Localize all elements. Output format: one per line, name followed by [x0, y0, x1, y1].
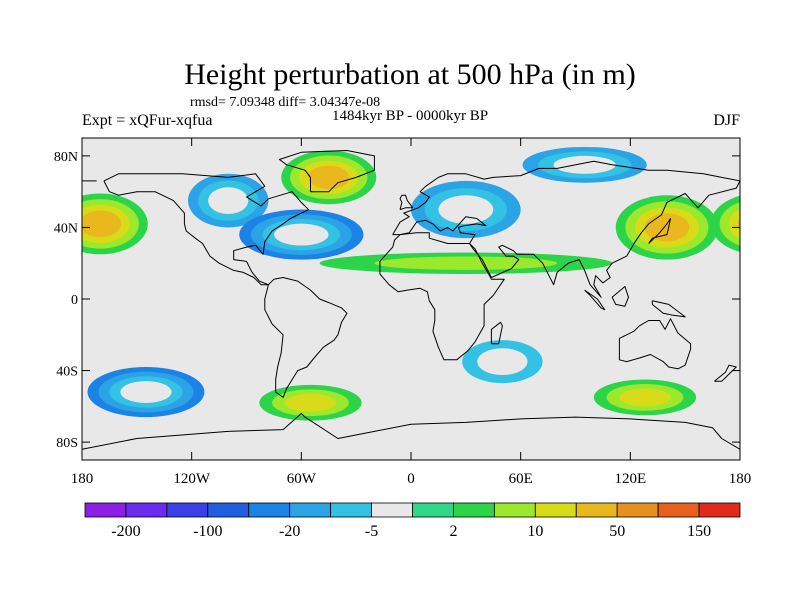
y-tick-label: 0 — [71, 293, 78, 308]
colorbar-label: -100 — [193, 523, 222, 540]
x-tick-label: 180 — [71, 471, 94, 487]
colorbar-swatch — [248, 502, 291, 518]
colorbar-label: 150 — [687, 523, 711, 540]
contour-band — [284, 393, 337, 412]
period-label: 1484kyr BP - 0000kyr BP — [332, 108, 488, 124]
colorbar-label: 2 — [449, 523, 457, 540]
contour-band — [737, 217, 740, 231]
colorbar-label: -200 — [111, 523, 140, 540]
anomaly-feature — [281, 150, 377, 205]
coastline-path — [392, 180, 740, 298]
latitude-axis: 80N 40N 0 40S 80S — [54, 150, 740, 451]
colorbar-swatch — [616, 502, 659, 518]
colorbar-swatch — [371, 502, 413, 518]
y-tick-label: 80S — [56, 436, 78, 451]
coastline-path — [103, 173, 310, 286]
colorbar: -200 -100 -20 -5 2 10 50 150 — [84, 502, 741, 540]
anomaly-feature — [593, 379, 697, 416]
coastline-path — [651, 300, 686, 318]
contour-band — [82, 210, 122, 238]
contour-band — [553, 155, 616, 174]
contour-band — [438, 195, 494, 224]
coastline-path — [611, 286, 629, 307]
y-tick-label: 40N — [54, 221, 78, 236]
anomaly-feature — [82, 193, 740, 255]
coastline-path — [648, 218, 671, 244]
colorbar-swatch — [330, 502, 372, 518]
anomaly-feature — [462, 340, 543, 384]
anomaly-feature — [87, 366, 205, 418]
contour-band — [274, 223, 329, 246]
colorbar-swatch — [534, 502, 577, 518]
figure-title: Height perturbation at 500 hPa (in m) — [184, 58, 636, 91]
coastline-path — [584, 289, 606, 311]
anomaly-field — [82, 146, 740, 421]
experiment-label: Expt = xQFur-xqfua — [82, 112, 212, 129]
x-tick-label: 180 — [729, 471, 752, 487]
colorbar-swatch — [125, 502, 168, 518]
colorbar-swatch — [493, 502, 536, 518]
contour-band — [307, 165, 350, 190]
anomaly-feature — [411, 180, 521, 239]
colorbar-swatch — [207, 502, 250, 518]
coastline-path — [618, 318, 692, 370]
season-label: DJF — [713, 112, 740, 129]
contour-band — [644, 213, 690, 242]
colorbar-swatch — [84, 502, 127, 518]
colorbar-swatch — [412, 502, 454, 518]
colorbar-swatch — [657, 502, 700, 518]
coastline-path — [278, 150, 375, 193]
contour-band — [619, 388, 671, 407]
x-tick-label: 0 — [407, 471, 415, 487]
colorbar-swatch — [453, 502, 495, 518]
anomaly-feature — [259, 384, 362, 421]
anomaly-feature — [522, 146, 647, 183]
x-tick-label: 60W — [287, 471, 317, 487]
y-tick-label: 80N — [54, 150, 78, 165]
contour-band — [208, 187, 249, 215]
x-tick-label: 120E — [614, 471, 646, 487]
coastline-path — [264, 277, 348, 398]
colorbar-label: -5 — [365, 523, 378, 540]
x-tick-label: 120W — [173, 471, 211, 487]
coastline-path — [82, 413, 740, 450]
contour-band — [374, 256, 558, 270]
anomaly-feature — [239, 209, 364, 260]
anomaly-feature — [615, 195, 719, 260]
coastline-path — [714, 364, 737, 382]
colorbar-label: -20 — [279, 523, 300, 540]
coastline-path — [392, 160, 740, 235]
colorbar-swatch — [698, 502, 741, 518]
colorbar-label: 50 — [609, 523, 625, 540]
y-tick-label: 40S — [56, 365, 78, 380]
coastline-path — [490, 321, 503, 345]
longitude-axis: 180 120W 60W 0 60E 120E 180 — [71, 138, 752, 487]
contour-band — [728, 208, 740, 239]
anomaly-feature — [188, 173, 269, 228]
coastline-path — [379, 232, 505, 361]
contour-band — [477, 348, 528, 376]
colorbar-swatch — [575, 502, 618, 518]
colorbar-swatch — [289, 502, 332, 518]
coastlines — [82, 150, 740, 450]
contour-band — [120, 381, 172, 403]
x-tick-label: 60E — [509, 471, 533, 487]
colorbar-label: 10 — [527, 523, 543, 540]
coastline-path — [399, 194, 414, 211]
map-panel: 180 120W 60W 0 60E 120E 180 80N 40N 0 40S 80S — [54, 137, 752, 487]
colorbar-swatch — [166, 502, 209, 518]
stats-label: rmsd= 7.09348 diff= 3.04347e-08 — [190, 95, 380, 110]
anomaly-feature — [319, 252, 613, 274]
